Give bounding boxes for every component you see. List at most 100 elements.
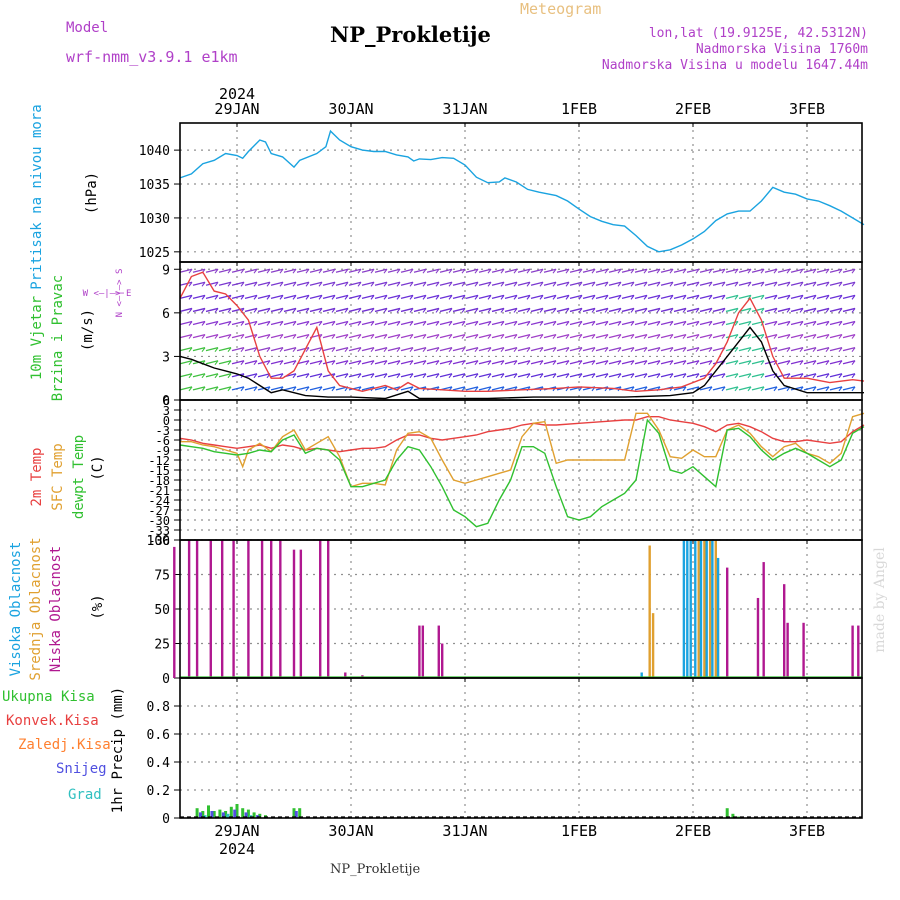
wind-barb [803,347,817,352]
wind-barb [764,307,778,313]
wind-barb-tick [422,295,427,300]
wind-barb [270,333,284,339]
wind-barb-tick [279,347,284,352]
wind-barb-tick [760,268,765,274]
precip-bar [725,808,729,818]
wind-barb [400,307,414,313]
wind-barb [387,373,401,378]
wind-barb-tick [565,321,570,326]
wind-barb [517,307,531,313]
wind-barb-tick [214,281,219,287]
precip-bar [203,815,207,818]
y-tick-label: -3 [156,424,170,438]
wind-barb [608,320,622,326]
wind-barb [452,307,466,313]
wind-barb [790,268,804,273]
wind-barb [439,333,453,339]
x-tick-label-bottom: 31JAN [442,822,487,840]
wind-barb [829,268,843,273]
wind-barb [426,307,440,313]
wind-barb-tick [630,308,635,313]
wind-barb-tick [825,281,830,287]
wind-barb [673,333,687,339]
wind-barb [361,373,375,378]
wind-barb-tick [773,321,778,326]
cloud-bar [640,672,643,678]
wind-barb [348,386,362,391]
wind-barb [517,347,531,352]
precip-bar [212,811,216,818]
wind-barb-tick [253,295,258,300]
wind-barb-tick [435,308,440,313]
wind-barb-tick [773,268,778,274]
wind-barb-tick [318,281,323,287]
wind-barb [296,333,310,339]
cloud-bar [270,540,273,678]
y-tick-label: 0 [162,812,170,827]
wind-barb [829,373,843,378]
wind-barb [374,347,388,352]
wind-barb [699,386,713,391]
wind-barb [595,320,609,326]
wind-barb-tick [227,321,232,326]
wind-barb [543,347,557,352]
wind-barb-tick [474,308,479,313]
wind-barb-tick [383,347,388,352]
wind-barb [829,281,843,286]
wind-barb-tick [487,321,492,326]
wind-barb-tick [500,268,505,274]
wind-barb [712,373,726,378]
wind-barb [777,268,791,273]
wind-barb-tick [188,347,193,352]
panel-clouds: 0 25 50 75 100 [147,534,862,687]
wind-barb [205,360,219,365]
wind-barb [426,268,440,273]
wind-barb-tick [318,308,323,313]
wind-barb [829,333,843,339]
wind-barb [569,360,583,365]
wind-barb-tick [357,347,362,352]
wind-barb-tick [591,373,596,379]
wind-barb-tick [370,308,375,313]
wind-barb-tick [825,360,830,366]
wind-barb [231,360,245,365]
wind-barb-tick [305,308,310,313]
precip-bar [235,804,239,818]
x-tick-label-bottom: 3FEB [789,822,825,840]
wind-barb [725,281,739,286]
precip-bar [252,812,256,818]
wind-barb [517,320,531,326]
wind-barb [387,333,401,339]
wind-barb-tick [656,281,661,287]
wind-barb-tick [344,347,349,352]
wind-barb-tick [435,334,440,339]
wind-barb-tick [448,360,453,366]
cloud-bar [716,557,720,678]
wind-barb-tick [318,268,323,274]
wind-barb-tick [578,334,583,339]
wind-barb [751,386,765,391]
wind-barb [686,307,700,313]
wind-barb-tick [435,347,440,352]
wind-barb-tick [825,334,830,339]
wind-barb-tick [422,334,427,339]
wind-barb [374,294,388,299]
panel-precip: 0 0.2 0.4 0.6 0.8 [147,678,862,827]
y-tick-label: 50 [154,603,170,618]
wind-barb-tick [617,321,622,326]
wind-barb [283,320,297,326]
cloud-axis-title-low: Niska Oblacnost [48,546,64,672]
wind-barb-tick [487,334,492,339]
wind-barb-tick [799,347,804,352]
wind-barb-tick [461,334,466,339]
wind-barb [725,360,739,365]
wind-barb-tick [253,281,258,287]
y-tick-label: 1040 [139,144,170,159]
wind-barb-tick [383,321,388,326]
y-tick-label: 6 [163,394,170,408]
wind-barb [413,294,427,299]
wind-barb-tick [643,360,648,366]
precip-axis-title: 1hr Precip (mm) [110,687,126,813]
wind-barb [244,373,258,378]
wind-barb-tick [227,360,232,366]
